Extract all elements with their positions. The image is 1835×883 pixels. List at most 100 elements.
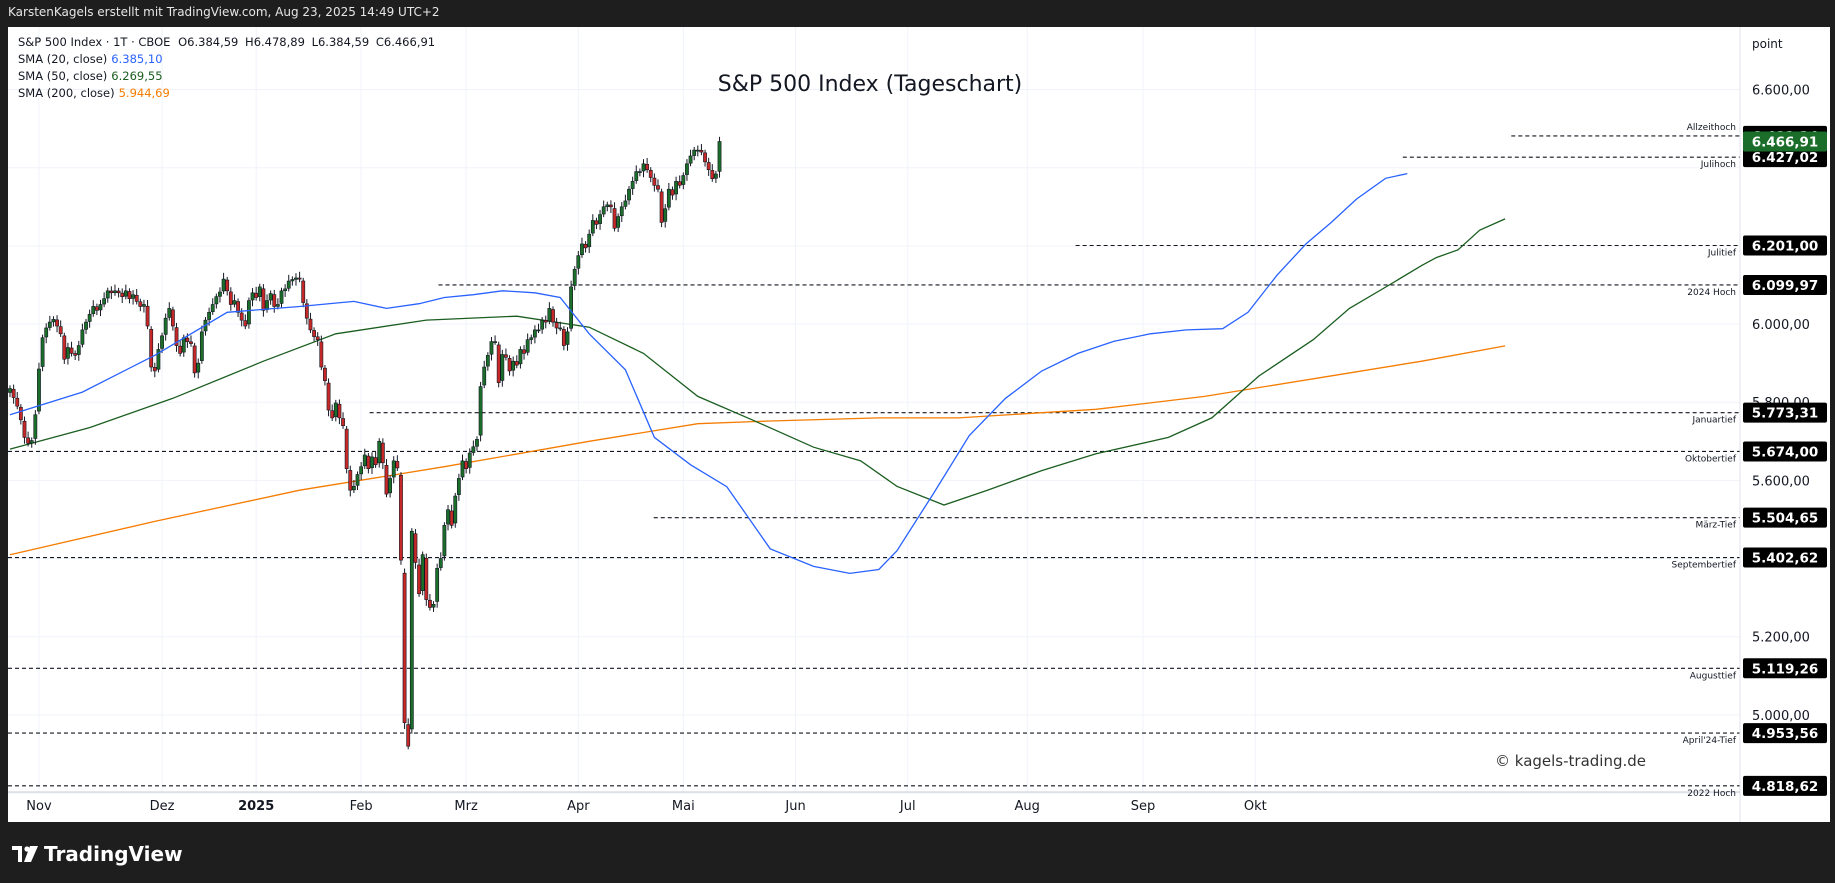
sma50-line: [9, 218, 1506, 506]
candle: [210, 298, 215, 315]
candle-body: [26, 437, 31, 444]
candle-body: [268, 293, 273, 301]
candle-body: [228, 291, 233, 305]
ohlc-high-label: H: [245, 35, 254, 49]
candle: [504, 348, 508, 361]
candle-body: [511, 360, 516, 371]
candle: [84, 318, 88, 334]
candle-body: [18, 406, 23, 421]
ohlc-high: 6.478,89: [253, 35, 305, 49]
candle: [91, 300, 96, 317]
level-price-tag: [1743, 775, 1827, 796]
candle: [120, 288, 125, 303]
candle: [113, 284, 117, 296]
candle: [514, 355, 519, 369]
level-name-label: Allzeithoch: [1687, 123, 1736, 133]
legend-sma20[interactable]: SMA (20, close) 6.385,10: [18, 51, 435, 68]
y-tick-label: 5.200,00: [1752, 631, 1810, 646]
candle-body: [489, 341, 494, 355]
candle-body: [580, 243, 584, 256]
candle: [250, 288, 255, 307]
candle: [601, 200, 606, 218]
candle-body: [326, 382, 331, 411]
candle: [413, 529, 418, 569]
candle: [489, 336, 494, 361]
level-name-label: 2022 Hoch: [1687, 789, 1736, 799]
level-price-text: 5.119,26: [1752, 661, 1819, 677]
candle-body: [630, 181, 635, 189]
candle: [344, 425, 349, 474]
candle-body: [210, 304, 215, 313]
tradingview-logo[interactable]: TradingView: [12, 840, 183, 868]
candle: [590, 214, 595, 237]
level-name-label: April'24-Tief: [1683, 736, 1737, 746]
candle: [163, 313, 168, 341]
candle-body: [362, 454, 367, 467]
candle: [51, 316, 56, 327]
candle: [22, 416, 27, 444]
candle-body: [431, 604, 436, 608]
candle-body: [417, 564, 421, 595]
candle-body: [94, 306, 99, 311]
candle-body: [160, 335, 164, 349]
candle: [703, 149, 707, 167]
candle: [279, 287, 284, 309]
candle: [580, 237, 584, 258]
candle: [370, 452, 374, 474]
candle-body: [283, 288, 288, 291]
candle-body: [478, 386, 483, 436]
candle-body: [583, 243, 588, 249]
candle: [8, 385, 12, 398]
candle: [308, 312, 313, 334]
candle: [666, 182, 671, 211]
candle: [449, 504, 454, 529]
level-name-label: Oktobertief: [1685, 454, 1737, 464]
candle-body: [406, 724, 411, 747]
symbol-line: S&P 500 Index · 1T · CBOE: [18, 35, 171, 49]
time-axis[interactable]: Nov Dez 2025 Feb Mrz Apr Mai Jun Jul Aug Sep Okt: [26, 799, 1266, 814]
candle-body: [572, 269, 577, 286]
candle-body: [648, 169, 653, 178]
candle: [290, 276, 295, 286]
candle: [637, 168, 642, 177]
legend-sma50[interactable]: SMA (50, close) 6.269,55: [18, 68, 435, 85]
candle: [362, 448, 367, 469]
candle-body: [619, 206, 624, 217]
last-price-text: 6.466,91: [1752, 135, 1819, 151]
candle: [247, 297, 251, 329]
level-price-tag: [1743, 274, 1827, 295]
last-price-tag: [1743, 131, 1827, 152]
legend-sma200[interactable]: SMA (200, close) 5.944,69: [18, 85, 435, 102]
chart-frame[interactable]: [8, 27, 1830, 822]
candle-body: [482, 366, 487, 386]
candle: [634, 165, 639, 184]
candle-body: [102, 298, 107, 305]
candle: [587, 229, 592, 253]
candle: [438, 552, 443, 571]
y-tick-label: 5.600,00: [1752, 474, 1810, 489]
candle-body: [627, 188, 631, 201]
candle: [225, 276, 230, 296]
candle-body: [674, 181, 678, 195]
candle-body: [286, 280, 291, 289]
candle: [670, 186, 675, 200]
candle-body: [518, 349, 523, 365]
candle: [33, 410, 38, 445]
candle: [681, 172, 686, 190]
price-unit-label[interactable]: point: [1752, 37, 1783, 51]
candle: [627, 186, 631, 205]
sma200-label: SMA (200, close): [18, 86, 115, 100]
level-price-text: 5.402,62: [1752, 551, 1819, 567]
candle: [301, 277, 306, 308]
candle-body: [384, 465, 389, 495]
candle-body: [706, 162, 711, 170]
candle-body: [351, 485, 356, 491]
sma200-path: [9, 345, 1506, 556]
candle-body: [131, 294, 135, 299]
candle: [138, 298, 143, 312]
y-tick-label: 5.000,00: [1752, 709, 1810, 724]
candle-body: [308, 318, 313, 331]
candle: [123, 284, 128, 300]
candle-body: [167, 308, 172, 318]
